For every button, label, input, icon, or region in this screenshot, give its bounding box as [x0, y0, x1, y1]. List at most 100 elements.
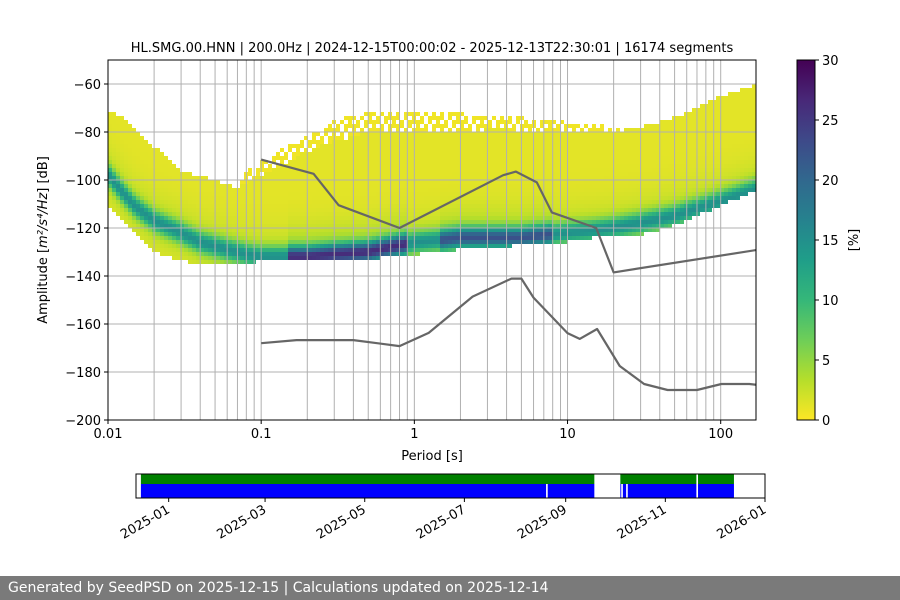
density-cell [452, 184, 456, 188]
density-cell [484, 136, 488, 140]
density-cell [136, 188, 140, 192]
density-cell [168, 168, 172, 172]
density-cell [488, 140, 492, 144]
density-cell [404, 148, 408, 152]
density-cell [632, 200, 636, 204]
density-cell [276, 236, 280, 240]
density-cell [280, 180, 284, 184]
density-cell [512, 228, 516, 232]
density-cell [432, 192, 436, 196]
density-cell [352, 248, 356, 252]
density-cell [388, 212, 392, 216]
density-cell [456, 140, 460, 144]
density-cell [464, 232, 468, 236]
density-cell [320, 248, 324, 252]
density-cell [488, 196, 492, 200]
density-cell [452, 112, 456, 116]
density-cell [508, 196, 512, 200]
density-cell [560, 136, 564, 140]
density-cell [380, 236, 384, 240]
density-cell [108, 156, 112, 160]
density-cell [564, 200, 568, 204]
density-cell [600, 204, 604, 208]
density-cell [680, 140, 684, 144]
density-cell [144, 240, 148, 244]
density-cell [536, 208, 540, 212]
density-cell [556, 196, 560, 200]
density-cell [216, 236, 220, 240]
density-cell [468, 220, 472, 224]
density-cell [264, 244, 268, 248]
density-cell [656, 220, 660, 224]
density-cell [496, 244, 500, 248]
density-cell [372, 180, 376, 184]
density-cell [700, 180, 704, 184]
density-cell [440, 168, 444, 172]
density-cell [476, 124, 480, 128]
density-cell [648, 176, 652, 180]
density-cell [236, 188, 240, 192]
density-cell [372, 176, 376, 180]
density-cell [208, 232, 212, 236]
density-cell [348, 184, 352, 188]
density-cell [752, 124, 756, 128]
density-cell [496, 216, 500, 220]
density-cell [448, 168, 452, 172]
density-cell [324, 144, 328, 148]
density-cell [336, 152, 340, 156]
density-cell [416, 236, 420, 240]
density-cell [600, 216, 604, 220]
density-cell [692, 132, 696, 136]
density-cell [500, 236, 504, 240]
density-cell [400, 152, 404, 156]
density-cell [620, 220, 624, 224]
density-cell [740, 192, 744, 196]
density-cell [148, 216, 152, 220]
density-cell [496, 196, 500, 200]
density-cell [660, 160, 664, 164]
density-cell [436, 192, 440, 196]
density-cell [396, 212, 400, 216]
density-cell [744, 96, 748, 100]
density-cell [468, 184, 472, 188]
density-cell [328, 124, 332, 128]
density-cell [164, 240, 168, 244]
density-cell [436, 164, 440, 168]
density-cell [588, 208, 592, 212]
density-cell [576, 200, 580, 204]
density-cell [592, 204, 596, 208]
density-cell [640, 128, 644, 132]
density-cell [344, 200, 348, 204]
density-cell [136, 220, 140, 224]
density-cell [468, 136, 472, 140]
density-cell [520, 240, 524, 244]
density-cell [388, 204, 392, 208]
density-cell [344, 208, 348, 212]
density-cell [120, 132, 124, 136]
density-cell [676, 132, 680, 136]
density-cell [216, 252, 220, 256]
density-cell [596, 128, 600, 132]
density-cell [588, 132, 592, 136]
density-cell [428, 236, 432, 240]
density-cell [388, 164, 392, 168]
density-cell [488, 208, 492, 212]
density-cell [432, 236, 436, 240]
density-cell [512, 220, 516, 224]
density-cell [408, 172, 412, 176]
density-cell [300, 192, 304, 196]
density-cell [280, 244, 284, 248]
density-cell [284, 216, 288, 220]
density-cell [596, 184, 600, 188]
density-cell [496, 164, 500, 168]
density-cell [480, 232, 484, 236]
density-cell [408, 132, 412, 136]
density-cell [608, 216, 612, 220]
density-cell [116, 204, 120, 208]
density-cell [128, 160, 132, 164]
density-cell [360, 116, 364, 120]
density-cell [616, 184, 620, 188]
density-cell [628, 228, 632, 232]
density-cell [392, 236, 396, 240]
timeline-tick-label: 2025-11 [615, 502, 670, 542]
